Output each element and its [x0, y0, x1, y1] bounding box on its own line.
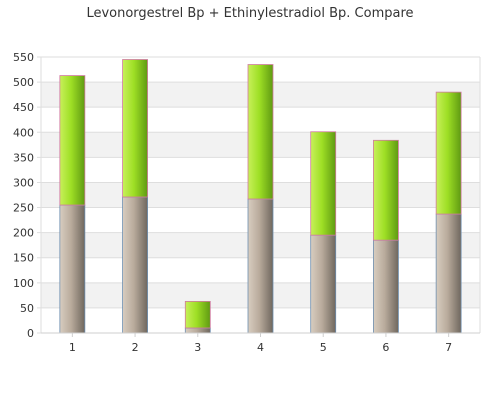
- y-tick-label: 450: [13, 101, 34, 114]
- x-tick-label: 6: [382, 341, 389, 354]
- bar-segment-upper: [435, 91, 462, 215]
- bars: [59, 59, 462, 334]
- bar-segment-upper: [184, 300, 211, 329]
- y-tick-label: 200: [13, 227, 34, 240]
- y-axis: 0 50 100 150 200 250 300 350 400 450 500 550: [13, 51, 42, 340]
- y-tick-label: 500: [13, 76, 34, 89]
- bar-segment-upper: [310, 131, 337, 236]
- bar-segment-lower: [184, 327, 211, 334]
- y-tick-label: 50: [20, 302, 34, 315]
- x-tick-label: 1: [69, 341, 76, 354]
- y-tick-label: 0: [27, 327, 34, 340]
- bar-segment-lower: [247, 198, 274, 334]
- bar-segment-lower: [122, 196, 148, 334]
- x-tick-label: 5: [320, 341, 327, 354]
- y-tick-label: 100: [13, 277, 34, 290]
- bar-segment-upper: [122, 59, 148, 198]
- x-axis: 1 2 3 4 5 6 7: [41, 332, 480, 354]
- chart-title: Levonorgestrel Bp + Ethinylestradiol Bp.…: [86, 6, 413, 21]
- y-tick-label: 250: [13, 202, 34, 215]
- x-tick-label: 7: [445, 341, 452, 354]
- bar-segment-upper: [59, 75, 86, 206]
- bar-segment-lower: [435, 213, 462, 334]
- y-tick-label: 350: [13, 151, 34, 164]
- x-tick-label: 2: [132, 341, 139, 354]
- x-tick-label: 4: [257, 341, 264, 354]
- y-tick-label: 300: [13, 176, 34, 189]
- y-tick-label: 550: [13, 51, 34, 64]
- bar-segment-lower: [310, 234, 337, 334]
- bar-segment-lower: [59, 204, 86, 334]
- y-tick-label: 400: [13, 126, 34, 139]
- y-tick-label: 150: [13, 252, 34, 265]
- bar-segment-lower: [373, 239, 399, 334]
- bar-segment-upper: [373, 139, 399, 241]
- bar-segment-upper: [247, 64, 274, 200]
- x-tick-label: 3: [194, 341, 201, 354]
